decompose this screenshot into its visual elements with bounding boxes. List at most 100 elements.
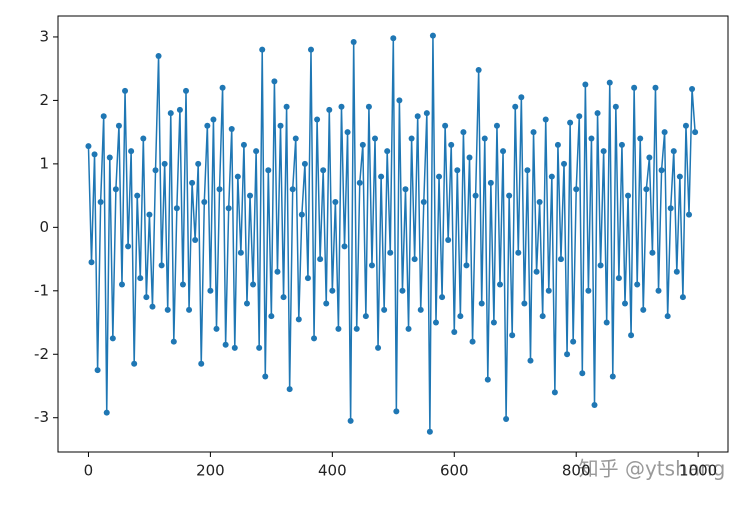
data-point (460, 129, 467, 136)
data-point (140, 135, 147, 142)
data-point (289, 186, 296, 193)
data-point (561, 160, 568, 167)
data-point (432, 319, 439, 326)
data-point (323, 300, 330, 307)
data-point (451, 329, 458, 336)
data-point (332, 198, 339, 205)
data-point (179, 281, 186, 288)
data-point (686, 211, 693, 218)
data-point (146, 211, 153, 218)
data-point (692, 129, 699, 136)
data-point (490, 319, 497, 326)
data-point (612, 103, 619, 110)
data-point (512, 103, 519, 110)
data-point (542, 116, 549, 123)
data-point (152, 167, 159, 174)
data-point (637, 135, 644, 142)
data-point (122, 87, 129, 94)
data-point (625, 192, 632, 199)
data-point (472, 192, 479, 199)
data-point (539, 313, 546, 320)
data-point (253, 148, 260, 155)
data-point (292, 135, 299, 142)
data-point (487, 179, 494, 186)
data-point (268, 313, 275, 320)
data-point (265, 167, 272, 174)
data-point (204, 122, 211, 129)
data-point (106, 154, 113, 161)
data-point (341, 243, 348, 250)
data-point (158, 262, 165, 269)
data-point (109, 335, 116, 342)
y-tick-label: 3 (39, 27, 49, 45)
data-point (618, 141, 625, 148)
data-point (347, 417, 354, 424)
data-point (518, 94, 525, 101)
data-point (207, 287, 214, 294)
data-point (176, 106, 183, 113)
data-point (426, 428, 433, 435)
data-point (469, 338, 476, 345)
x-tick-label: 0 (84, 462, 94, 480)
data-point (436, 173, 443, 180)
data-point (100, 113, 107, 120)
data-point (594, 110, 601, 117)
data-point (198, 360, 205, 367)
data-point (219, 84, 226, 91)
data-point (362, 313, 369, 320)
data-point (533, 268, 540, 275)
data-point (393, 408, 400, 415)
data-point (247, 192, 254, 199)
data-point (414, 113, 421, 120)
data-point (682, 122, 689, 129)
data-point (628, 332, 635, 339)
data-point (457, 313, 464, 320)
data-point (201, 198, 208, 205)
y-tick-label: -2 (34, 345, 49, 363)
data-point (554, 141, 561, 148)
data-point (621, 300, 628, 307)
data-point (475, 66, 482, 73)
data-point (411, 256, 418, 263)
data-point (234, 173, 241, 180)
data-point (213, 325, 220, 332)
data-point (286, 386, 293, 393)
data-point (396, 97, 403, 104)
data-point (170, 338, 177, 345)
data-point (500, 148, 507, 155)
data-point (615, 275, 622, 282)
data-point (317, 256, 324, 263)
data-point (481, 135, 488, 142)
data-point (673, 268, 680, 275)
data-point (679, 294, 686, 301)
data-point (259, 46, 266, 53)
data-point (143, 294, 150, 301)
data-point (356, 179, 363, 186)
data-point (670, 148, 677, 155)
data-point (600, 148, 607, 155)
data-point (88, 259, 95, 266)
data-point (307, 46, 314, 53)
data-point (271, 78, 278, 85)
data-point (649, 249, 656, 256)
y-tick-label: 1 (39, 154, 49, 172)
data-point (131, 360, 138, 367)
data-point (256, 344, 263, 351)
data-point (536, 198, 543, 205)
data-point (195, 160, 202, 167)
x-tick-label: 800 (562, 462, 591, 480)
data-point (634, 281, 641, 288)
data-point (164, 306, 171, 313)
data-point (173, 205, 180, 212)
data-point (280, 294, 287, 301)
data-point (225, 205, 232, 212)
data-point (503, 415, 510, 422)
data-point (186, 306, 193, 313)
data-point (365, 103, 372, 110)
data-point (524, 167, 531, 174)
data-point (304, 275, 311, 282)
data-point (402, 186, 409, 193)
x-tick-label: 400 (318, 462, 347, 480)
data-point (375, 344, 382, 351)
